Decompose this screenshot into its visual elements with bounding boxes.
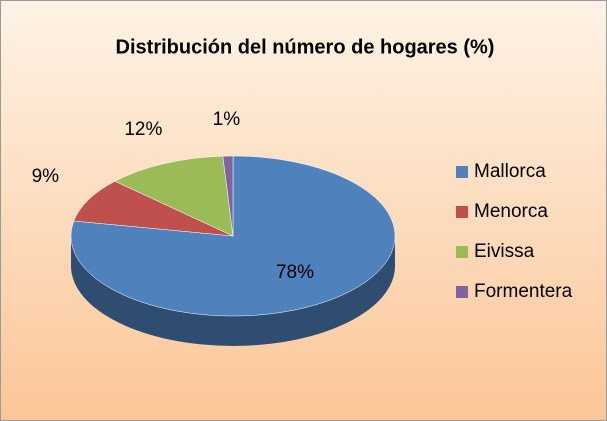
data-label: 12% (124, 119, 162, 140)
slice-side (71, 236, 395, 346)
slice (73, 180, 234, 237)
legend-label: Mallorca (474, 161, 546, 182)
data-label: 1% (213, 109, 241, 130)
slice (222, 155, 234, 237)
legend-label: Formentera (474, 281, 573, 302)
legend-swatch (456, 166, 468, 178)
legend-swatch (456, 206, 468, 218)
legend-swatch (456, 246, 468, 258)
data-label: 78% (276, 262, 314, 283)
chart-title: Distribución del número de hogares (%) (116, 36, 495, 58)
slice (114, 155, 234, 237)
legend-swatch (456, 286, 468, 298)
legend-label: Eivissa (474, 241, 535, 262)
legend-label: Menorca (474, 201, 548, 222)
data-label: 9% (32, 166, 60, 187)
